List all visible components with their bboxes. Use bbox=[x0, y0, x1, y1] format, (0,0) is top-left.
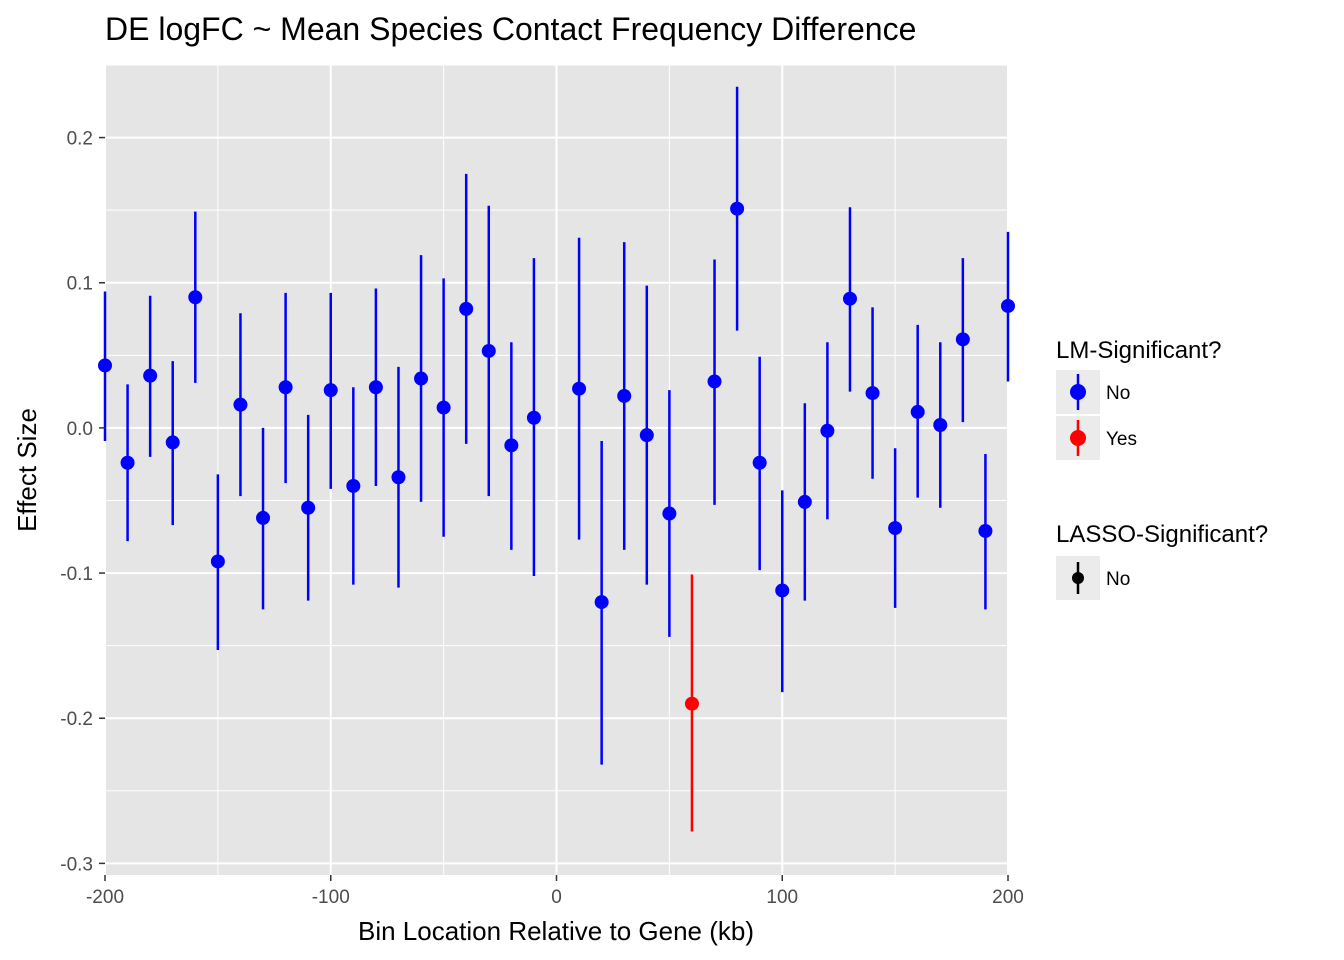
chart-title: DE logFC ~ Mean Species Contact Frequenc… bbox=[105, 11, 916, 47]
data-point bbox=[504, 438, 519, 453]
data-point bbox=[143, 368, 158, 383]
data-point bbox=[278, 380, 293, 395]
data-point bbox=[323, 383, 338, 398]
data-point bbox=[391, 470, 406, 485]
y-axis-title: Effect Size bbox=[12, 408, 42, 532]
legend-key-point bbox=[1070, 430, 1086, 446]
data-point bbox=[842, 291, 857, 306]
y-tick-label: -0.3 bbox=[60, 854, 93, 875]
y-tick-label: 0.1 bbox=[67, 274, 93, 295]
data-point bbox=[188, 290, 203, 305]
data-point bbox=[617, 388, 632, 403]
x-tick-label: -100 bbox=[312, 887, 350, 908]
data-point bbox=[684, 696, 699, 711]
y-tick-label: 0.0 bbox=[67, 419, 93, 440]
data-point bbox=[978, 523, 993, 538]
data-point bbox=[707, 374, 722, 389]
x-tick-label: 100 bbox=[766, 887, 798, 908]
y-tick-label: -0.2 bbox=[60, 709, 93, 730]
data-point bbox=[594, 595, 609, 610]
data-point bbox=[865, 386, 880, 401]
major-gridlines bbox=[104, 65, 1009, 875]
data-point bbox=[436, 400, 451, 415]
data-point bbox=[572, 381, 587, 396]
y-tick-label: 0.2 bbox=[67, 129, 93, 150]
legend-title-lm: LM-Significant? bbox=[1056, 337, 1221, 364]
data-point bbox=[730, 201, 745, 216]
data-point bbox=[98, 358, 112, 373]
legend-label: Yes bbox=[1106, 429, 1137, 450]
legend-key-point bbox=[1072, 572, 1084, 584]
data-point bbox=[256, 510, 271, 525]
y-tick-label: -0.1 bbox=[60, 564, 93, 585]
data-point bbox=[910, 404, 925, 419]
data-point bbox=[775, 583, 790, 598]
legend-key-point bbox=[1070, 384, 1086, 400]
data-point bbox=[233, 397, 248, 412]
data-point bbox=[820, 423, 835, 438]
x-axis-title: Bin Location Relative to Gene (kb) bbox=[358, 916, 754, 946]
data-point bbox=[368, 380, 383, 395]
legend-label: No bbox=[1106, 383, 1130, 404]
x-tick-label: 200 bbox=[992, 887, 1024, 908]
data-point bbox=[752, 455, 767, 470]
data-point bbox=[459, 301, 474, 316]
data-point bbox=[639, 428, 654, 443]
x-tick-label: -200 bbox=[86, 887, 124, 908]
x-tick-label: 0 bbox=[551, 887, 562, 908]
data-point bbox=[1001, 298, 1015, 313]
data-point bbox=[481, 343, 496, 358]
data-points bbox=[98, 201, 1015, 711]
data-point bbox=[414, 371, 429, 386]
data-point bbox=[933, 418, 948, 432]
data-point bbox=[120, 455, 135, 470]
data-point bbox=[526, 410, 541, 425]
x-axis-ticks: -200 -100 0 100 200 bbox=[86, 875, 1024, 908]
data-point bbox=[888, 521, 903, 536]
data-point bbox=[210, 554, 225, 569]
data-point bbox=[301, 500, 316, 515]
y-axis-ticks: -0.3 -0.2 -0.1 0.0 0.1 0.2 bbox=[60, 129, 105, 875]
legend-title-lasso: LASSO-Significant? bbox=[1056, 521, 1268, 548]
data-point bbox=[165, 435, 180, 450]
data-point bbox=[797, 494, 812, 509]
data-point bbox=[346, 478, 361, 493]
legend: LM-Significant? No Yes LASSO-Significant? No bbox=[1056, 337, 1268, 600]
legend-label: No bbox=[1106, 569, 1130, 590]
data-point bbox=[662, 506, 677, 521]
data-point bbox=[955, 332, 970, 347]
